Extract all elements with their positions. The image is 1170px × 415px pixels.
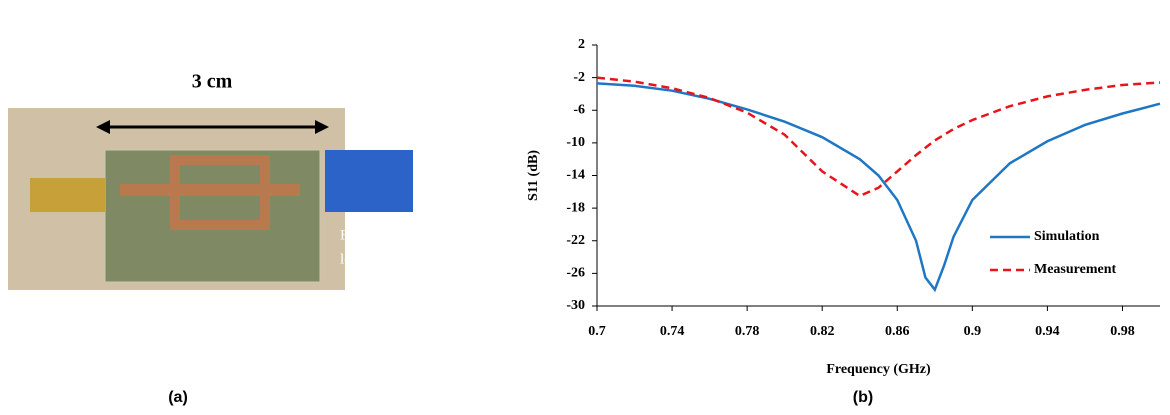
x-tick-label: 0.74 [660, 324, 685, 339]
x-tick-label: 0.86 [885, 324, 910, 339]
caption: (a) [168, 389, 188, 406]
y-tick-label: -30 [566, 298, 585, 313]
y-tick-label: -26 [566, 266, 585, 281]
arrow-head [96, 120, 110, 134]
legend-label: Simulation [1034, 229, 1100, 244]
scale-label: 3 cm [192, 71, 233, 93]
sma-connector [30, 178, 105, 212]
caption: (b) [853, 389, 873, 406]
y-tick-label: -2 [573, 70, 585, 85]
potentiometer [325, 150, 413, 212]
y-tick-label: 2 [578, 37, 585, 52]
x-tick-label: 0.94 [1035, 324, 1060, 339]
photo: 3 cm Resisitive load [8, 71, 413, 290]
y-tick-label: -6 [573, 102, 585, 117]
load-label: load [340, 251, 366, 267]
y-tick-label: -14 [566, 168, 585, 183]
y-tick-label: -22 [566, 233, 585, 248]
x-tick-label: 0.98 [1110, 324, 1135, 339]
x-tick-label: 0.82 [810, 324, 835, 339]
trace-loop [170, 155, 270, 230]
trace [120, 184, 300, 196]
y-tick-label: -10 [566, 135, 585, 150]
x-tick-label: 0.78 [735, 324, 760, 339]
series-line [596, 76, 1161, 198]
series-line [596, 82, 1161, 293]
legend-label: Measurement [1034, 262, 1116, 277]
load-label: Resisitive [340, 227, 400, 243]
y-axis-label: S11 (dB) [526, 150, 541, 201]
y-tick-label: -18 [566, 200, 585, 215]
arrow-head [315, 120, 329, 134]
x-tick-label: 0.7 [588, 324, 606, 339]
x-tick-label: 0.9 [964, 324, 982, 339]
pcb [104, 149, 321, 283]
x-axis-label: Frequency (GHz) [826, 362, 931, 377]
